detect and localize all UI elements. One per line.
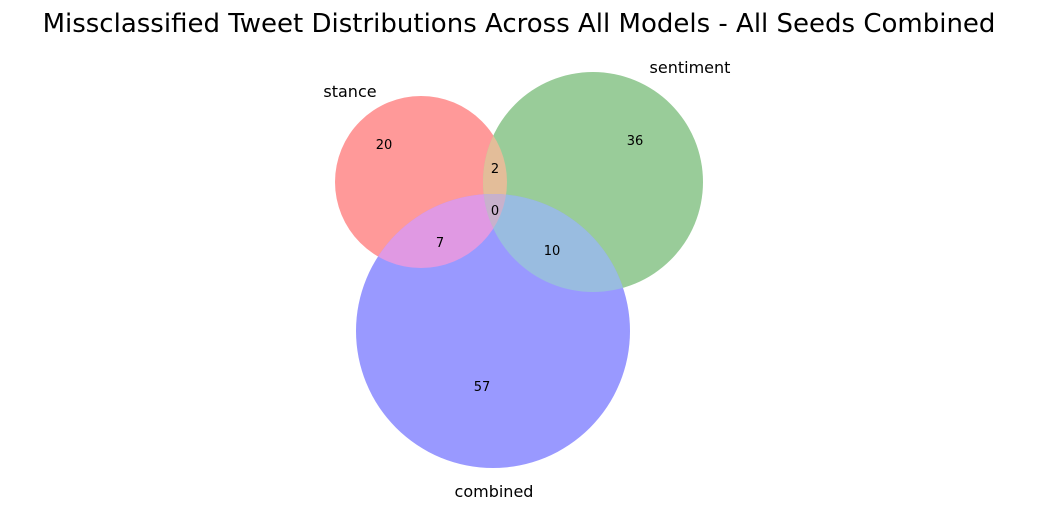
region-label-sentiment-only: 36 xyxy=(627,134,644,149)
set-label-sentiment: sentiment xyxy=(650,58,731,77)
set-label-combined: combined xyxy=(455,482,534,501)
region-label-combined-only: 57 xyxy=(474,380,491,395)
region-label-stance-only: 20 xyxy=(376,138,393,153)
region-label-stance-combined: 7 xyxy=(436,236,444,251)
region-label-sentiment-combined: 10 xyxy=(544,244,561,259)
chart-title: Missclassified Tweet Distributions Acros… xyxy=(43,9,996,39)
region-label-stance-sentiment: 2 xyxy=(491,162,499,177)
set-label-stance: stance xyxy=(323,82,376,101)
region-label-all-three: 0 xyxy=(491,204,499,219)
